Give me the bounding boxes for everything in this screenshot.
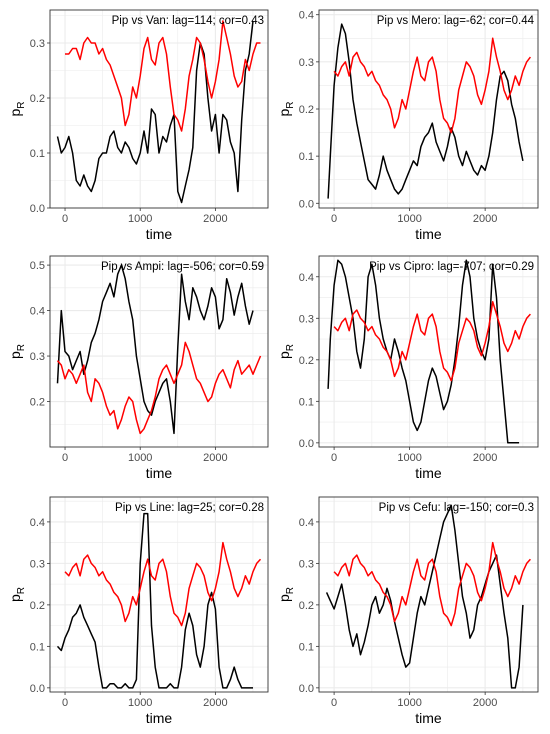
chart-panel-4: 0 1000 2000 0.0 0.1 0.2 0.3 0.4 time pR Pip vs Cip… [276,255,539,481]
chart-panel-5: 0 1000 2000 0.0 0.1 0.2 0.3 0.4 time pR Pip vs Lin… [7,496,269,726]
series-line-black [325,504,524,689]
series-line-black [327,23,524,199]
panel-border [318,496,539,693]
chart-panel-3: 0 1000 2000 0.2 0.3 0.4 0.5 time pR Pip vs Ampi: … [7,255,269,481]
y-tick-label: 0.0 [299,683,314,695]
y-tick-label: 0.4 [299,10,314,22]
x-tick-label: 1000 [128,697,152,709]
x-tick-label: 2000 [203,452,227,464]
panel-annotation: Pip vs Mero: lag=-62; cor=0.44 [377,15,535,27]
y-tick-label: 0.3 [30,558,45,570]
series-line-black [327,259,520,444]
panel-annotation: Pip vs Cefu: lag=-150; cor=0.3 [379,502,534,514]
x-tick-label: 2000 [473,213,497,225]
y-axis-title: pR [7,587,27,602]
x-tick-label: 1000 [397,697,421,709]
series-line-red [56,341,262,435]
y-tick-label: 0.0 [299,198,314,210]
panel-border [49,496,269,693]
panel-border [49,9,269,209]
series-line-red [333,541,531,627]
y-tick-label: 0.0 [299,438,314,450]
panel-annotation: Pip vs Line: lag=25; cor=0.28 [115,502,264,514]
x-tick-label: 1000 [128,213,152,225]
y-tick-label: 0.1 [299,151,314,163]
y-tick-label: 0.0 [30,203,45,215]
y-tick-label: 0.3 [30,38,45,50]
y-axis-title: pR [7,344,27,359]
panel-border [49,255,269,448]
plot-area [319,497,538,692]
y-tick-label: 0.0 [30,683,45,695]
chart-panel-2: 0 1000 2000 0.0 0.1 0.2 0.3 0.4 time pR Pip vs Mer… [276,9,539,242]
y-tick-label: 0.4 [30,306,45,318]
x-axis-title: time [415,226,442,242]
series-line-red [333,37,531,134]
x-tick-label: 0 [62,452,68,464]
series-line-black [56,20,254,204]
plot-area [319,256,538,447]
chart-panel-6: 0 1000 2000 0.0 0.1 0.2 0.3 0.4 time pR Pip vs Cef… [276,496,539,726]
chart-panel-1: 0 1000 2000 0.0 0.1 0.2 0.3 time pR Pip vs Van: l… [7,9,269,242]
x-tick-label: 0 [62,213,68,225]
x-axis-title: time [146,226,173,242]
series-line-red [333,300,531,382]
x-tick-label: 0 [331,213,337,225]
series-line-black [56,264,254,435]
y-tick-label: 0.4 [299,272,314,284]
y-tick-label: 0.3 [299,313,314,325]
y-tick-label: 0.1 [299,396,314,408]
x-tick-label: 0 [62,697,68,709]
panel-annotation: Pip vs Van: lag=114; cor=0.43 [112,15,264,27]
panel-annotation: Pip vs Ampi: lag=-506; cor=0.59 [101,261,264,273]
y-tick-label: 0.2 [299,600,314,612]
y-tick-label: 0.2 [30,397,45,409]
x-tick-label: 0 [331,452,337,464]
y-tick-label: 0.1 [30,641,45,653]
y-tick-label: 0.3 [299,558,314,570]
x-tick-label: 2000 [203,697,227,709]
y-tick-label: 0.2 [30,600,45,612]
x-tick-label: 2000 [473,697,497,709]
y-tick-label: 0.5 [30,260,45,272]
x-axis-title: time [415,465,442,481]
y-tick-label: 0.3 [299,57,314,69]
x-tick-label: 0 [331,697,337,709]
x-tick-label: 2000 [473,452,497,464]
series-line-red [64,541,262,627]
x-tick-label: 1000 [128,452,152,464]
y-tick-label: 0.2 [30,93,45,105]
y-tick-label: 0.3 [30,351,45,363]
x-axis-title: time [146,710,173,726]
y-axis-title: pR [276,101,296,116]
plot-area [50,256,268,447]
x-tick-label: 1000 [397,452,421,464]
y-axis-title: pR [276,344,296,359]
y-tick-label: 0.2 [299,355,314,367]
x-axis-title: time [415,710,442,726]
y-axis-title: pR [276,587,296,602]
x-axis-title: time [146,465,173,481]
panel-annotation: Pip vs Cipro: lag=-707; cor=0.29 [369,261,534,273]
plot-area [50,497,268,692]
series-line-red [65,20,261,132]
y-tick-label: 0.4 [30,517,45,529]
series-line-black [56,512,253,689]
x-tick-label: 2000 [203,213,227,225]
y-tick-label: 0.4 [299,517,314,529]
y-tick-label: 0.1 [299,641,314,653]
y-tick-label: 0.1 [30,148,45,160]
y-axis-title: pR [7,101,27,116]
x-tick-label: 1000 [397,213,421,225]
panel-border [318,255,539,448]
y-tick-label: 0.2 [299,104,314,116]
